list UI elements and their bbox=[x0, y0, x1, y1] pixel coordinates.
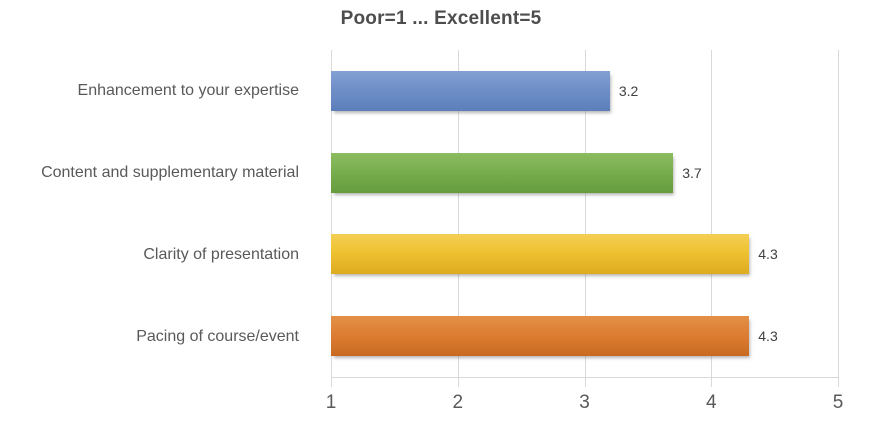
bar-row: 3.7 bbox=[331, 132, 838, 214]
x-tick-label: 2 bbox=[452, 392, 464, 413]
x-axis: 1 2 3 4 5 bbox=[326, 392, 844, 420]
gridline bbox=[331, 50, 332, 387]
gridline bbox=[457, 50, 459, 387]
bar-content bbox=[331, 152, 674, 193]
gridline bbox=[711, 50, 713, 387]
bar-rows: 3.2 3.7 4.3 4.3 bbox=[331, 50, 838, 377]
bar-row: 4.3 bbox=[331, 214, 838, 296]
gridline bbox=[584, 50, 586, 387]
x-tick-label: 3 bbox=[579, 392, 590, 413]
category-axis: Enhancement to your expertise Content an… bbox=[0, 50, 315, 378]
bar-value-label: 4.3 bbox=[758, 246, 778, 263]
x-tick-label: 1 bbox=[325, 392, 337, 413]
bar-value-label: 3.7 bbox=[682, 164, 702, 181]
category-label: Clarity of presentation bbox=[143, 246, 299, 263]
gridline bbox=[838, 50, 839, 387]
bar-value-label: 3.2 bbox=[618, 82, 639, 99]
plot-area: 3.2 3.7 4.3 4.3 bbox=[331, 50, 839, 387]
bar-pacing bbox=[331, 316, 750, 357]
x-tick-label: 5 bbox=[832, 392, 844, 413]
chart-title: Poor=1 ... Excellent=5 bbox=[340, 8, 542, 29]
category-label: Content and supplementary material bbox=[41, 164, 299, 181]
category-label: Pacing of course/event bbox=[136, 328, 299, 345]
bar-row: 4.3 bbox=[331, 295, 838, 377]
bar-clarity bbox=[331, 234, 750, 275]
bar-row: 3.2 bbox=[331, 50, 838, 132]
bar-enhancement bbox=[331, 70, 610, 111]
bar-value-label: 4.3 bbox=[758, 328, 778, 345]
x-tick-label: 4 bbox=[705, 392, 717, 413]
category-label: Enhancement to your expertise bbox=[77, 82, 299, 99]
